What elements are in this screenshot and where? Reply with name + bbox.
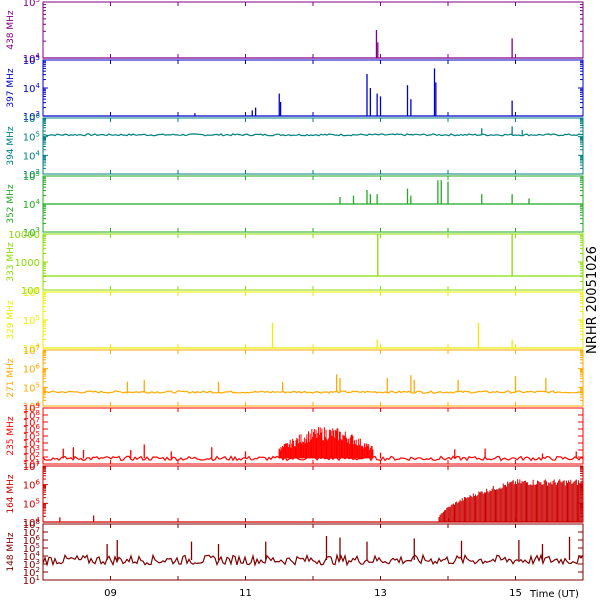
x-tick-label: 09	[104, 588, 117, 599]
panel-frame	[42, 233, 584, 291]
y-tick-exponent: 3	[36, 168, 40, 176]
y-tick-exponent: 6	[36, 286, 41, 294]
panel-frame	[42, 59, 584, 117]
y-tick-exponent: 4	[36, 198, 41, 206]
y-tick-exponent: 6	[36, 363, 41, 371]
panel-label: 394 MHz	[6, 126, 16, 166]
y-tick-exponent: 5	[36, 54, 40, 62]
y-tick-label: 105	[23, 497, 40, 510]
y-tick-label: 100	[21, 286, 40, 297]
y-tick-exponent: 7	[36, 416, 40, 424]
y-tick-label: 105	[23, 170, 40, 183]
y-tick-exponent: 7	[36, 526, 40, 534]
y-tick-label: 105	[23, 54, 40, 67]
y-tick-label: 107	[23, 344, 40, 357]
y-tick-exponent: 3	[36, 444, 40, 452]
y-tick-label: 105	[23, 131, 40, 144]
y-tick-label: 104	[23, 198, 41, 211]
y-tick-exponent: 8	[36, 518, 40, 526]
y-tick-label: 107	[23, 460, 40, 473]
panel-label: 352 MHz	[6, 184, 16, 224]
panel-label: 148 MHz	[6, 532, 16, 572]
y-tick-label: 106	[23, 479, 41, 492]
y-tick-exponent: 7	[36, 344, 40, 352]
y-tick-exponent: 5	[36, 430, 40, 438]
y-tick-exponent: 4	[36, 400, 41, 408]
y-tick-exponent: 7	[36, 460, 40, 468]
y-tick-exponent: 3	[36, 558, 40, 566]
y-tick-exponent: 5	[36, 0, 40, 4]
y-tick-label: 106	[23, 112, 41, 125]
panel-label: 329 MHz	[6, 300, 16, 340]
y-tick-exponent: 9	[36, 402, 40, 410]
y-tick-exponent: 5	[36, 497, 40, 505]
y-tick-exponent: 5	[36, 314, 40, 322]
panel-frame	[42, 523, 584, 581]
y-tick-exponent: 2	[36, 566, 40, 574]
panel-frame	[42, 1, 584, 59]
y-tick-exponent: 4	[36, 516, 41, 524]
y-tick-exponent: 1	[36, 458, 40, 466]
panel-label: 164 MHz	[6, 474, 16, 514]
y-tick-label: 104	[23, 149, 41, 162]
y-tick-exponent: 5	[36, 170, 40, 178]
series-line	[42, 552, 584, 567]
y-tick-exponent: 5	[36, 542, 40, 550]
y-tick-exponent: 5	[36, 131, 40, 139]
y-tick-exponent: 4	[36, 82, 41, 90]
y-tick-exponent: 4	[36, 437, 41, 445]
y-tick-exponent: 4	[36, 550, 41, 558]
y-tick-exponent: 4	[36, 149, 41, 157]
y-tick-exponent: 5	[36, 381, 40, 389]
side-title: NRHR 20051026	[585, 246, 600, 354]
series-line	[42, 133, 584, 137]
y-tick-label: 1000	[15, 258, 40, 269]
y-tick-exponent: 3	[36, 226, 40, 234]
x-axis: 09 11 13 15	[104, 588, 522, 599]
y-tick-exponent: 4	[36, 342, 41, 350]
y-tick-label: 104	[23, 82, 41, 95]
panel-label: 333 MHz	[6, 242, 16, 282]
panel-frame	[42, 117, 584, 175]
y-tick-label: 105	[23, 381, 40, 394]
y-tick-label: 106	[23, 363, 41, 376]
y-tick-label: 105	[23, 0, 40, 9]
y-tick-exponent: 2	[36, 451, 40, 459]
y-tick-label: 105	[23, 314, 40, 327]
y-tick-exponent: 8	[36, 409, 40, 417]
y-tick-exponent: 6	[36, 423, 41, 431]
x-axis-title: Time (UT)	[529, 589, 579, 600]
y-tick-exponent: 6	[36, 534, 41, 542]
series-line	[42, 390, 584, 394]
panel-frame	[42, 349, 584, 407]
x-tick-label: 11	[239, 588, 252, 599]
x-tick-label: 15	[509, 588, 522, 599]
y-tick-label: 10000	[8, 230, 40, 241]
panel-frame	[42, 291, 584, 349]
panel-label: 438 MHz	[6, 10, 16, 50]
panel-label: 235 MHz	[6, 416, 16, 456]
panel-label: 397 MHz	[6, 68, 16, 108]
y-tick-exponent: 6	[36, 112, 41, 120]
panel-label: 271 MHz	[6, 358, 16, 398]
y-tick-exponent: 6	[36, 479, 41, 487]
y-tick-exponent: 4	[36, 52, 41, 60]
y-tick-label: 106	[23, 286, 41, 299]
y-tick-exponent: 1	[36, 574, 40, 582]
y-tick-exponent: 3	[36, 110, 40, 118]
x-tick-label: 13	[374, 588, 387, 599]
